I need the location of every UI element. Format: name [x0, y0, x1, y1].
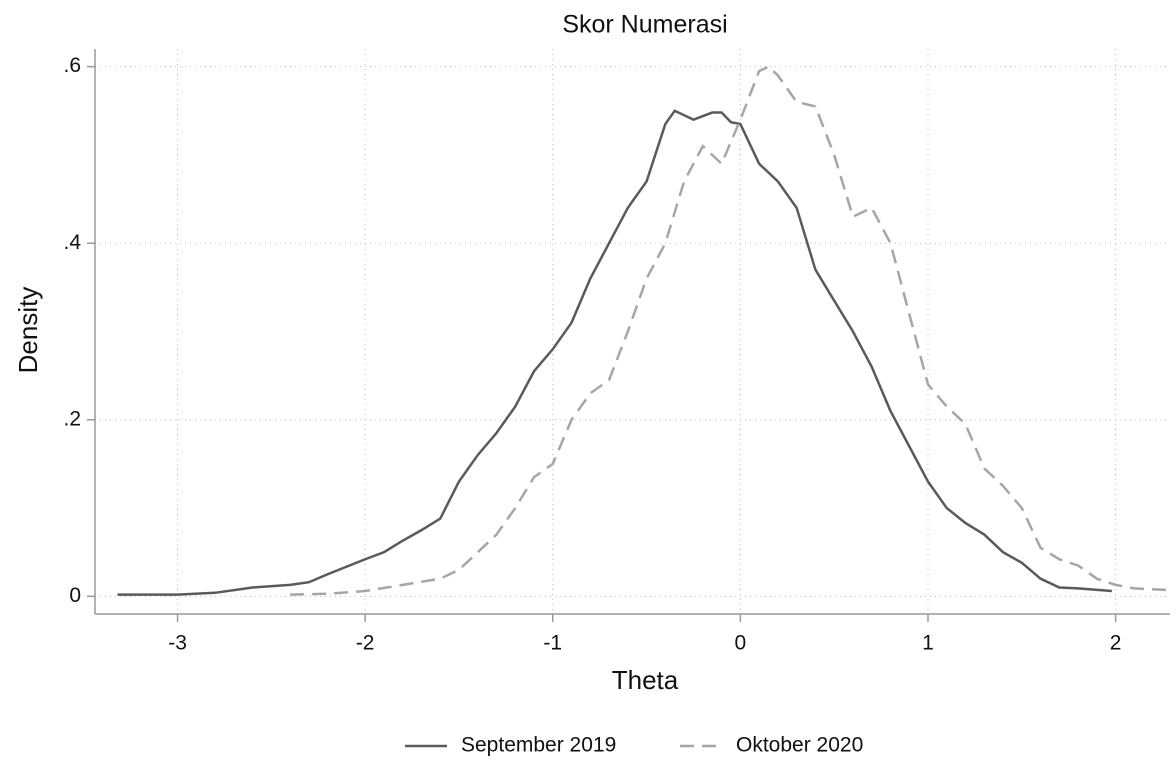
- x-tick-label: 2: [1110, 632, 1122, 655]
- x-tick-label: 1: [922, 632, 934, 655]
- x-axis-label: Theta: [612, 665, 679, 695]
- y-tick-label: 0: [69, 584, 81, 607]
- line: [117, 109, 1112, 596]
- y-axis-label: Density: [13, 287, 43, 374]
- chart-title: Skor Numerasi: [562, 11, 727, 39]
- legend-label: Oktober 2020: [736, 734, 863, 757]
- x-tick-label: -1: [543, 632, 562, 655]
- x-tick-label: 0: [735, 632, 747, 655]
- y-tick-label: .4: [63, 231, 81, 254]
- x-tick-label: -3: [168, 632, 187, 655]
- y-tick-label: .6: [63, 54, 81, 77]
- legend-label: September 2019: [461, 734, 616, 757]
- line: [290, 65, 1172, 596]
- y-tick-label: .2: [63, 407, 81, 430]
- x-tick-label: -2: [356, 632, 375, 655]
